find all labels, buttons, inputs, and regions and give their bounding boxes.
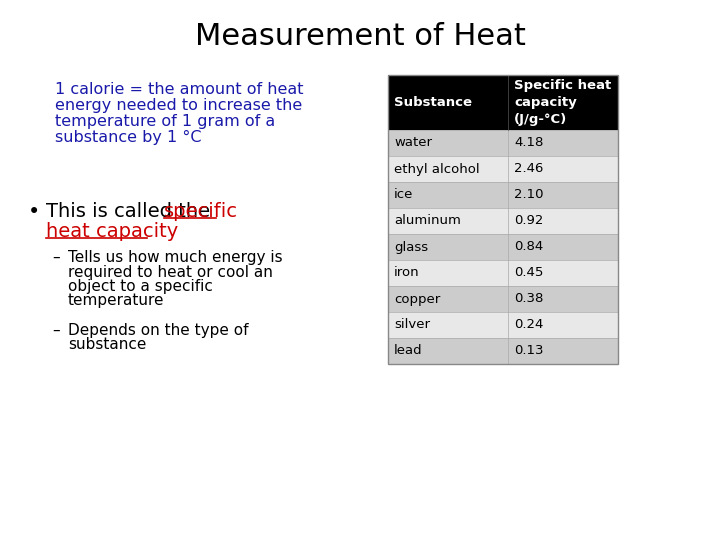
Text: ethyl alcohol: ethyl alcohol bbox=[394, 163, 480, 176]
Text: silver: silver bbox=[394, 319, 430, 332]
Bar bbox=[388, 130, 618, 156]
Text: copper: copper bbox=[394, 293, 440, 306]
Text: Substance: Substance bbox=[394, 96, 472, 109]
Text: lead: lead bbox=[394, 345, 423, 357]
Bar bbox=[388, 260, 618, 286]
Text: aluminum: aluminum bbox=[394, 214, 461, 227]
Text: –: – bbox=[52, 322, 60, 338]
Text: temperature of 1 gram of a: temperature of 1 gram of a bbox=[55, 114, 275, 129]
Text: 0.38: 0.38 bbox=[514, 293, 544, 306]
Text: temperature: temperature bbox=[68, 294, 164, 308]
Text: 2.10: 2.10 bbox=[514, 188, 544, 201]
Text: specific: specific bbox=[164, 202, 238, 221]
Text: Measurement of Heat: Measurement of Heat bbox=[194, 22, 526, 51]
Text: 1 calorie = the amount of heat: 1 calorie = the amount of heat bbox=[55, 82, 304, 97]
Text: Tells us how much energy is: Tells us how much energy is bbox=[68, 250, 283, 265]
Text: Depends on the type of: Depends on the type of bbox=[68, 322, 248, 338]
Text: substance by 1 °C: substance by 1 °C bbox=[55, 130, 202, 145]
Bar bbox=[388, 338, 618, 364]
Bar bbox=[388, 208, 618, 234]
Text: object to a specific: object to a specific bbox=[68, 279, 213, 294]
Text: ice: ice bbox=[394, 188, 413, 201]
Text: 0.92: 0.92 bbox=[514, 214, 544, 227]
Bar bbox=[388, 75, 618, 130]
Text: 4.18: 4.18 bbox=[514, 137, 544, 150]
Text: energy needed to increase the: energy needed to increase the bbox=[55, 98, 302, 113]
Text: iron: iron bbox=[394, 267, 420, 280]
Bar bbox=[388, 312, 618, 338]
Text: 0.45: 0.45 bbox=[514, 267, 544, 280]
Bar bbox=[388, 234, 618, 260]
Bar bbox=[388, 75, 618, 364]
Text: glass: glass bbox=[394, 240, 428, 253]
Text: required to heat or cool an: required to heat or cool an bbox=[68, 265, 273, 280]
Text: This is called the: This is called the bbox=[46, 202, 217, 221]
Text: substance: substance bbox=[68, 337, 146, 352]
Bar bbox=[388, 156, 618, 182]
Text: Specific heat
capacity
(J/g-°C): Specific heat capacity (J/g-°C) bbox=[514, 79, 611, 125]
Text: –: – bbox=[52, 250, 60, 265]
Bar bbox=[388, 286, 618, 312]
Text: 0.13: 0.13 bbox=[514, 345, 544, 357]
Text: •: • bbox=[28, 202, 40, 222]
Text: heat capacity: heat capacity bbox=[46, 222, 179, 241]
Text: water: water bbox=[394, 137, 432, 150]
Bar bbox=[388, 182, 618, 208]
Text: 0.84: 0.84 bbox=[514, 240, 544, 253]
Text: 0.24: 0.24 bbox=[514, 319, 544, 332]
Text: 2.46: 2.46 bbox=[514, 163, 544, 176]
